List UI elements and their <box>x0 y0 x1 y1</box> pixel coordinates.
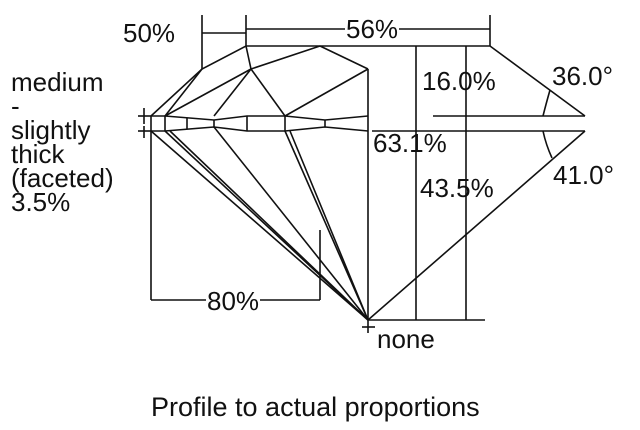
crown-angle-label: 36.0° <box>552 61 614 91</box>
crown-height-label: 50% <box>122 18 177 48</box>
caption: Profile to actual proportions <box>151 392 480 422</box>
crown-outline <box>150 45 586 320</box>
crown-depth-label: 16.0% <box>422 66 496 96</box>
girdle-label: medium - slightly thick (faceted) 3.5% <box>11 67 114 217</box>
culet-label: none <box>377 324 435 354</box>
total-depth-label: 63.1% <box>373 128 447 158</box>
pavilion-outline <box>150 126 586 321</box>
pavilion-depth-label: 43.5% <box>420 173 494 203</box>
lower-half-label: 80% <box>206 286 261 316</box>
table-label: 56% <box>345 14 400 44</box>
pavilion-angle-label: 41.0° <box>553 160 615 190</box>
